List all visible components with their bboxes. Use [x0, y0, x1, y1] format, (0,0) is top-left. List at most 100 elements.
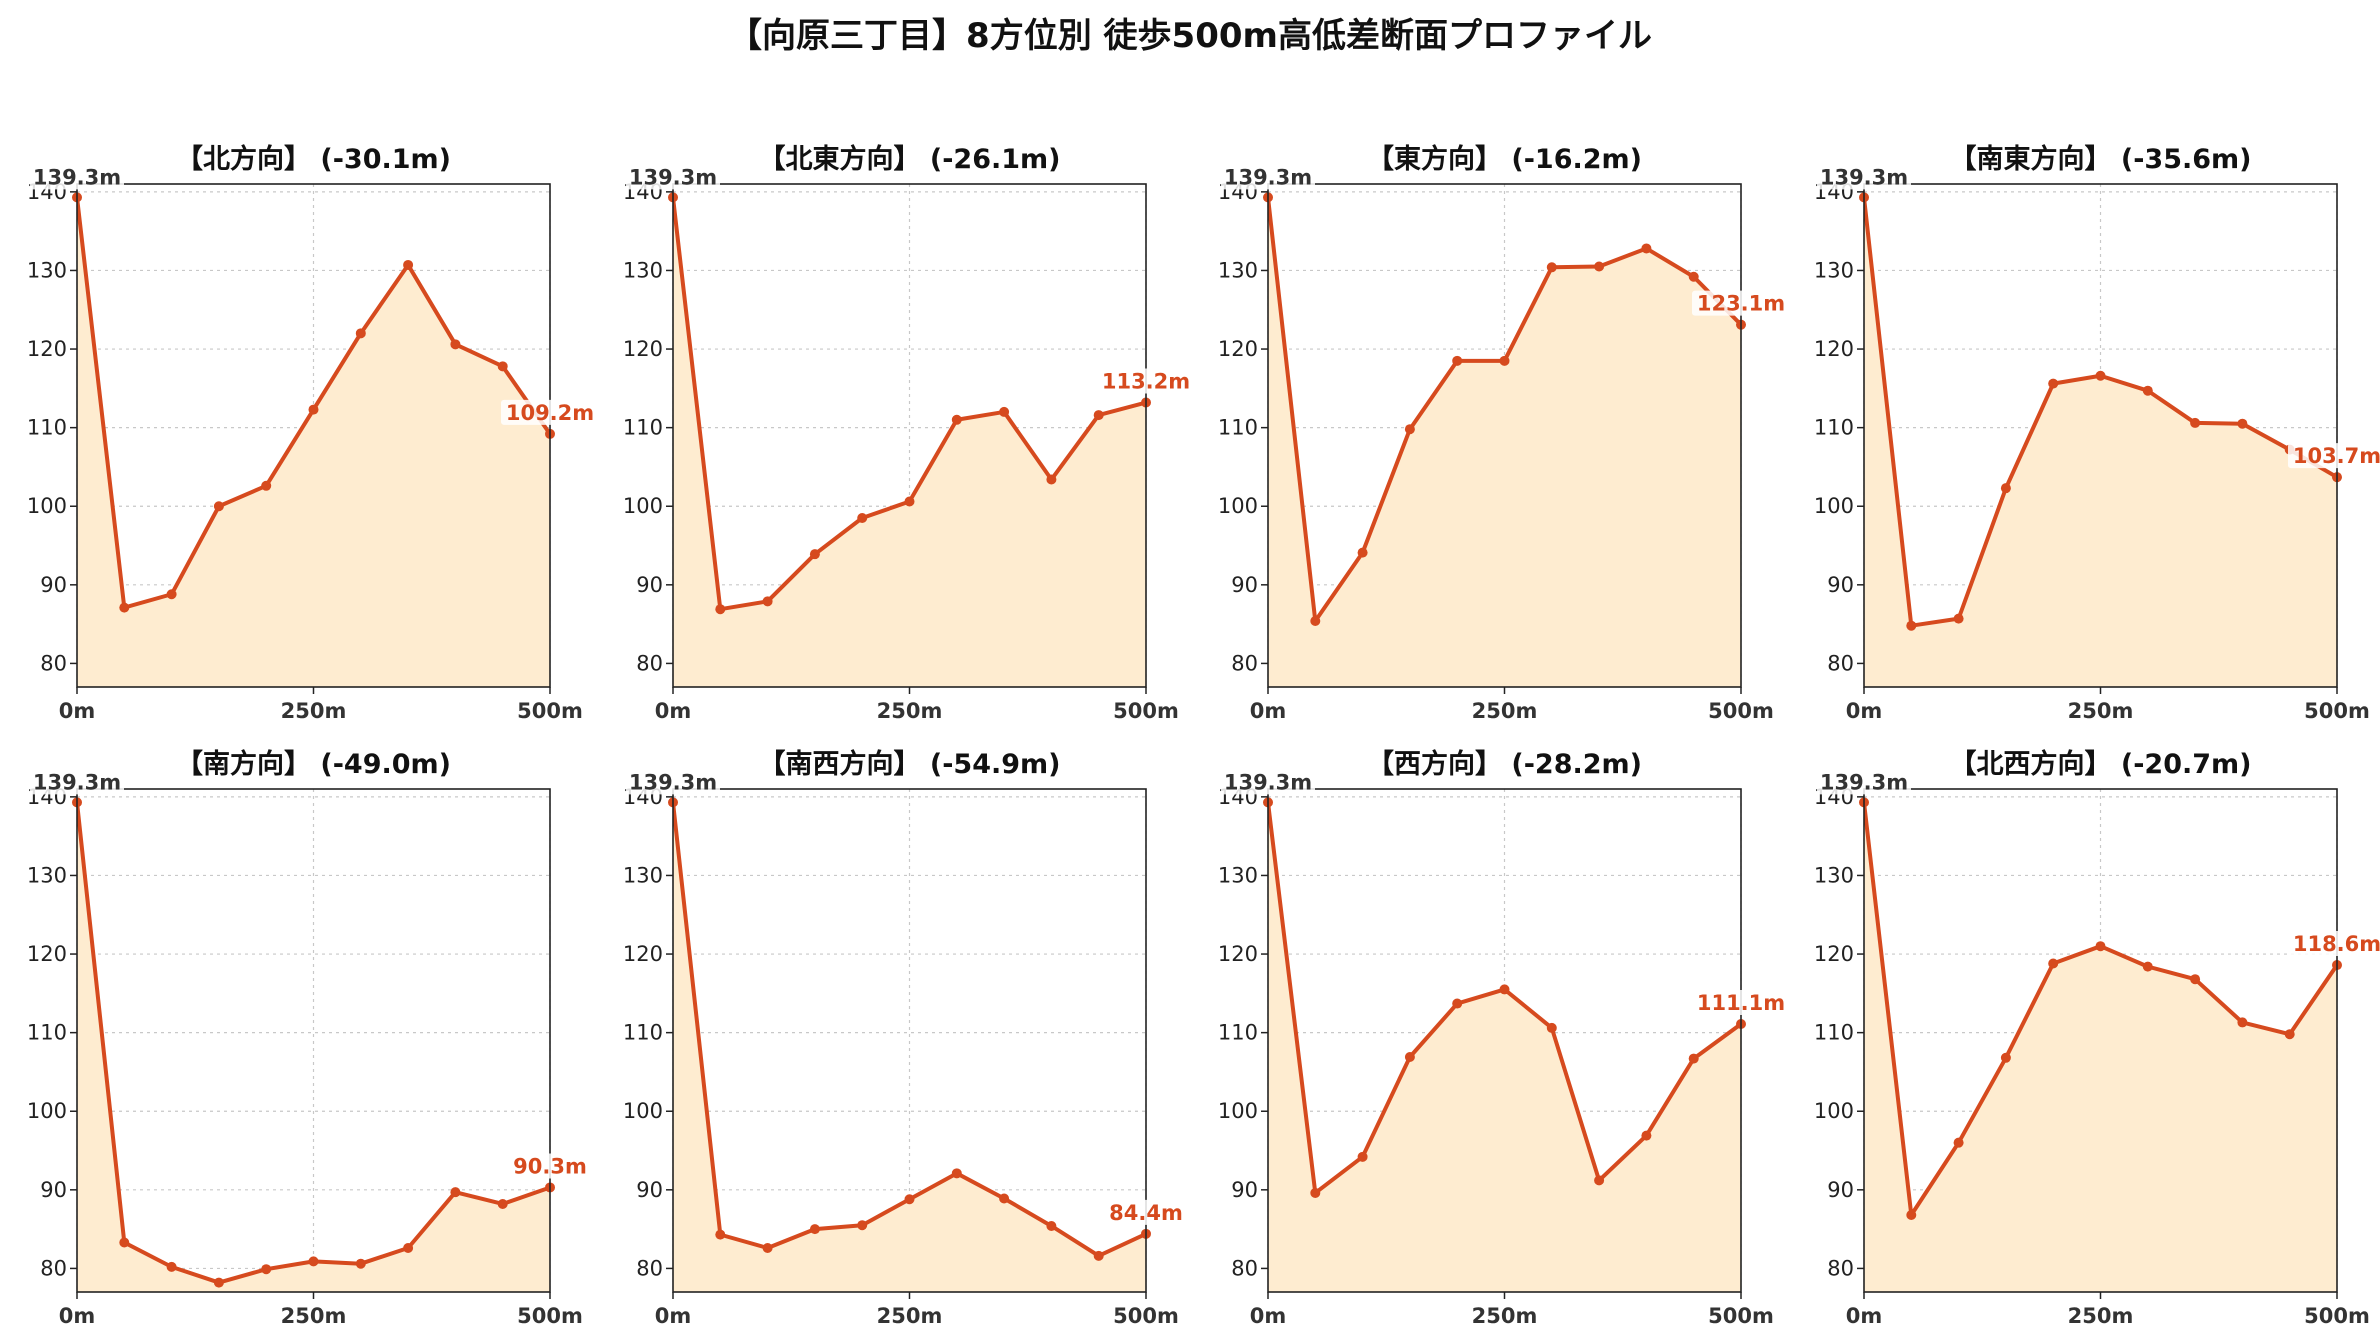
y-tick-label: 100 — [1218, 494, 1258, 518]
end-elevation-label: 123.1m — [1697, 292, 1785, 316]
end-label-bg — [1097, 368, 1195, 394]
panel-title-n: 【北方向】 (-30.1m) — [176, 143, 451, 175]
y-tick-label: 130 — [27, 258, 67, 282]
data-point — [1357, 1151, 1368, 1162]
y-tick-label: 130 — [27, 863, 67, 887]
data-point — [1953, 613, 1964, 624]
data-point — [1953, 1137, 1964, 1148]
x-tick-label: 0m — [59, 699, 96, 723]
end-label-bg — [501, 399, 599, 425]
y-tick-label: 110 — [27, 416, 67, 440]
y-tick-label: 100 — [1218, 1099, 1258, 1123]
data-point — [1499, 355, 1510, 366]
data-point — [1499, 984, 1510, 995]
start-label-bg — [30, 769, 124, 795]
data-point — [2190, 417, 2201, 428]
data-point — [1594, 261, 1605, 272]
y-tick-label: 130 — [623, 863, 663, 887]
data-point — [951, 1168, 962, 1179]
y-tick-label: 110 — [1814, 416, 1854, 440]
y-tick-label: 80 — [1827, 1256, 1854, 1280]
y-tick-label: 90 — [40, 1178, 67, 1202]
data-point — [355, 328, 366, 339]
y-tick-label: 110 — [1218, 416, 1258, 440]
data-point — [715, 1229, 726, 1240]
y-tick-label: 130 — [1218, 863, 1258, 887]
start-elevation-label: 139.3m — [33, 770, 121, 794]
y-tick-label: 120 — [1814, 337, 1854, 361]
data-point — [2142, 961, 2153, 972]
data-point — [2237, 418, 2248, 429]
y-tick-label: 90 — [40, 573, 67, 597]
start-label-bg — [626, 164, 720, 190]
data-point — [2142, 385, 2153, 396]
data-point — [119, 1237, 130, 1248]
data-point — [2284, 1029, 2295, 1040]
data-point — [2000, 1052, 2011, 1063]
y-tick-label: 110 — [623, 1021, 663, 1045]
data-point — [2190, 974, 2201, 985]
x-tick-label: 250m — [1472, 1304, 1538, 1328]
end-elevation-label: 90.3m — [513, 1154, 587, 1178]
data-point — [213, 1277, 224, 1288]
x-tick-label: 250m — [281, 699, 347, 723]
data-point — [857, 513, 868, 524]
y-tick-label: 100 — [1814, 1099, 1854, 1123]
y-tick-label: 80 — [636, 651, 663, 675]
x-tick-label: 500m — [517, 1304, 583, 1328]
data-point — [261, 480, 272, 491]
x-tick-label: 500m — [2304, 699, 2370, 723]
x-tick-label: 500m — [1113, 1304, 1179, 1328]
x-tick-label: 500m — [1113, 699, 1179, 723]
data-point — [497, 1198, 508, 1209]
x-tick-label: 0m — [655, 699, 692, 723]
data-point — [2048, 378, 2059, 389]
data-point — [2000, 483, 2011, 494]
start-elevation-label: 139.3m — [629, 770, 717, 794]
end-elevation-label: 113.2m — [1102, 369, 1190, 393]
data-point — [715, 604, 726, 615]
data-point — [1093, 1250, 1104, 1261]
data-point — [261, 1264, 272, 1275]
data-point — [1093, 410, 1104, 421]
panel-title-sw: 【南西方向】 (-54.9m) — [758, 748, 1060, 780]
elevation-area-fill — [673, 802, 1146, 1292]
y-tick-label: 110 — [27, 1021, 67, 1045]
x-tick-label: 250m — [281, 1304, 347, 1328]
end-label-bg — [2288, 931, 2380, 957]
panel-title-s: 【南方向】 (-49.0m) — [176, 748, 451, 780]
y-tick-label: 100 — [1814, 494, 1854, 518]
data-point — [403, 259, 414, 270]
x-tick-label: 250m — [1472, 699, 1538, 723]
data-point — [1046, 474, 1057, 485]
data-point — [1046, 1220, 1057, 1231]
data-point — [1906, 620, 1917, 631]
data-point — [1594, 1175, 1605, 1186]
elevation-area-fill — [77, 197, 550, 687]
y-tick-label: 80 — [1231, 1256, 1258, 1280]
data-point — [951, 414, 962, 425]
data-point — [1452, 998, 1463, 1009]
x-tick-label: 0m — [59, 1304, 96, 1328]
data-point — [999, 406, 1010, 417]
data-point — [1906, 1209, 1917, 1220]
start-label-bg — [1817, 164, 1911, 190]
data-point — [904, 1194, 915, 1205]
data-point — [1452, 355, 1463, 366]
y-tick-label: 90 — [636, 1178, 663, 1202]
y-tick-label: 80 — [636, 1256, 663, 1280]
data-point — [1310, 615, 1321, 626]
x-tick-label: 0m — [1250, 1304, 1287, 1328]
end-elevation-label: 118.6m — [2293, 932, 2380, 956]
y-tick-label: 90 — [1231, 573, 1258, 597]
data-point — [308, 1256, 319, 1267]
end-label-bg — [501, 1153, 599, 1179]
data-point — [355, 1258, 366, 1269]
elevation-area-fill — [1268, 802, 1741, 1292]
y-tick-label: 100 — [623, 1099, 663, 1123]
